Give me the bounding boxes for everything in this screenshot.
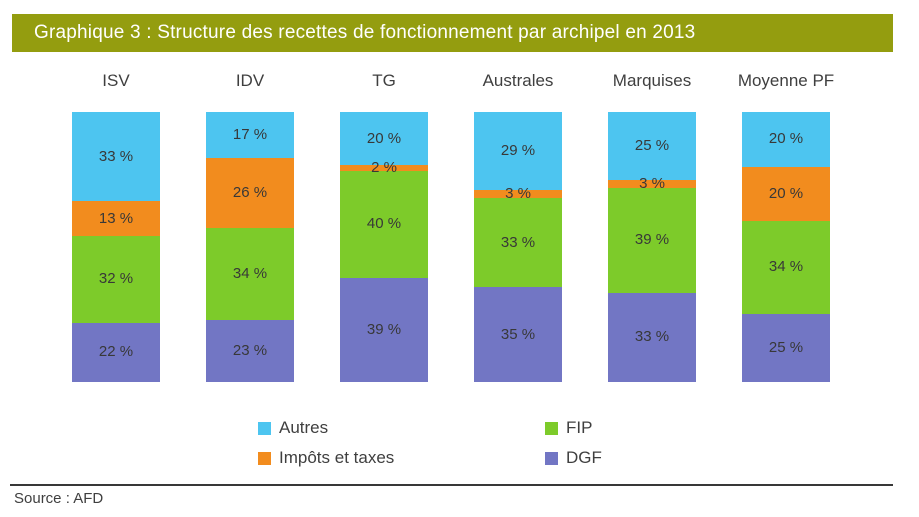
legend-swatch-icon [258,451,271,465]
category-label: TG [372,71,396,90]
chart-title-bar: Graphique 3 : Structure des recettes de … [12,14,893,52]
bar-segment-impots-et-taxes: 3 % [608,175,696,191]
segment-value-label: 35 % [500,325,536,343]
bar-segment-fip: 40 % [340,170,428,278]
segment-value-label: 17 % [232,125,268,143]
bar-segment-autres: 20 % [742,112,830,167]
legend-item-autres: Autres [258,418,545,438]
stacked-bar: 17 % 26 % 34 % 23 % [206,112,294,382]
legend-item-dgf: DGF [545,448,765,468]
bar-segment-autres: 33 % [72,112,160,202]
segment-value-label: 32 % [98,270,134,288]
bar-segment-fip: 34 % [742,221,830,314]
chart-legend: Autres FIP Impôts et taxes DGF [258,413,765,473]
chart-title: Graphique 3 : Structure des recettes de … [34,22,696,43]
segment-value-label: 40 % [366,215,402,233]
segment-value-label: 33 % [634,328,670,346]
legend-swatch-icon [545,421,558,435]
chart-column-idv: IDV 17 % 26 % 34 % 23 % [206,68,294,382]
bar-segment-dgf: 39 % [340,277,428,382]
bar-segment-dgf: 22 % [72,322,160,382]
bar-segment-impots-et-taxes: 20 % [742,166,830,222]
legend-label: Impôts et taxes [279,448,395,467]
stacked-bar: 29 % 3 % 33 % 35 % [474,112,562,382]
bar-segment-fip: 33 % [474,198,562,288]
bar-segment-fip: 34 % [206,228,294,320]
legend-swatch-icon [258,421,271,435]
legend-label: FIP [566,418,593,437]
category-label: IDV [235,71,265,90]
bar-segment-autres: 25 % [608,112,696,180]
chart-column-moyenne-pf: Moyenne PF 20 % 20 % 34 % 25 % [738,68,834,382]
segment-value-label: 26 % [232,183,268,201]
source-caption: Source : AFD [14,490,104,507]
bar-segment-dgf: 25 % [742,313,830,382]
segment-value-label: 33 % [500,233,536,251]
segment-value-label: 39 % [366,320,402,338]
segment-value-label: 39 % [634,231,670,249]
chart-column-australes: Australes 29 % 3 % 33 % 35 % [474,68,562,382]
category-label: Marquises [612,71,692,90]
category-label: Moyenne PF [737,71,835,90]
segment-value-label: 22 % [98,343,134,361]
category-label: ISV [102,71,130,90]
bar-segment-dgf: 35 % [474,287,562,382]
source-divider [10,484,893,486]
bar-segment-autres: 20 % [340,112,428,166]
bar-segment-dgf: 23 % [206,319,294,382]
segment-value-label: 29 % [500,142,536,160]
bar-segment-fip: 39 % [608,187,696,293]
chart-columns: ISV 33 % 13 % 32 % 22 % IDV 17 % 26 % 34 % 23 % TG… [72,68,834,382]
segment-value-label: 25 % [634,136,670,154]
stacked-bar: 25 % 3 % 39 % 33 % [608,112,696,382]
bar-segment-autres: 17 % [206,112,294,158]
segment-value-label: 20 % [768,130,804,148]
stacked-bar: 33 % 13 % 32 % 22 % [72,112,160,382]
segment-value-label: 23 % [232,341,268,359]
chart-column-tg: TG 20 % 2 % 40 % 39 % [340,68,428,382]
legend-label: Autres [279,418,329,437]
segment-value-label: 13 % [98,209,134,227]
category-label: Australes [482,71,554,90]
stacked-bar: 20 % 20 % 34 % 25 % [742,112,830,382]
chart-column-isv: ISV 33 % 13 % 32 % 22 % [72,68,160,382]
legend-swatch-icon [545,451,558,465]
segment-value-label: 34 % [232,264,268,282]
legend-item-impots-et-taxes: Impôts et taxes [258,448,545,468]
legend-item-fip: FIP [545,418,765,438]
bar-segment-impots-et-taxes: 3 % [474,186,562,202]
segment-value-label: 20 % [768,184,804,202]
segment-value-label: 33 % [98,147,134,165]
bar-segment-autres: 29 % [474,112,562,191]
bar-segment-impots-et-taxes: 13 % [72,201,160,237]
segment-value-label: 25 % [768,338,804,356]
segment-value-label: 34 % [768,258,804,276]
bar-segment-dgf: 33 % [608,292,696,382]
chart-column-marquises: Marquises 25 % 3 % 39 % 33 % [608,68,696,382]
bar-segment-impots-et-taxes: 26 % [206,157,294,229]
legend-label: DGF [566,448,602,467]
bar-segment-fip: 32 % [72,236,160,323]
segment-value-label: 20 % [366,129,402,147]
stacked-bar: 20 % 2 % 40 % 39 % [340,112,428,382]
